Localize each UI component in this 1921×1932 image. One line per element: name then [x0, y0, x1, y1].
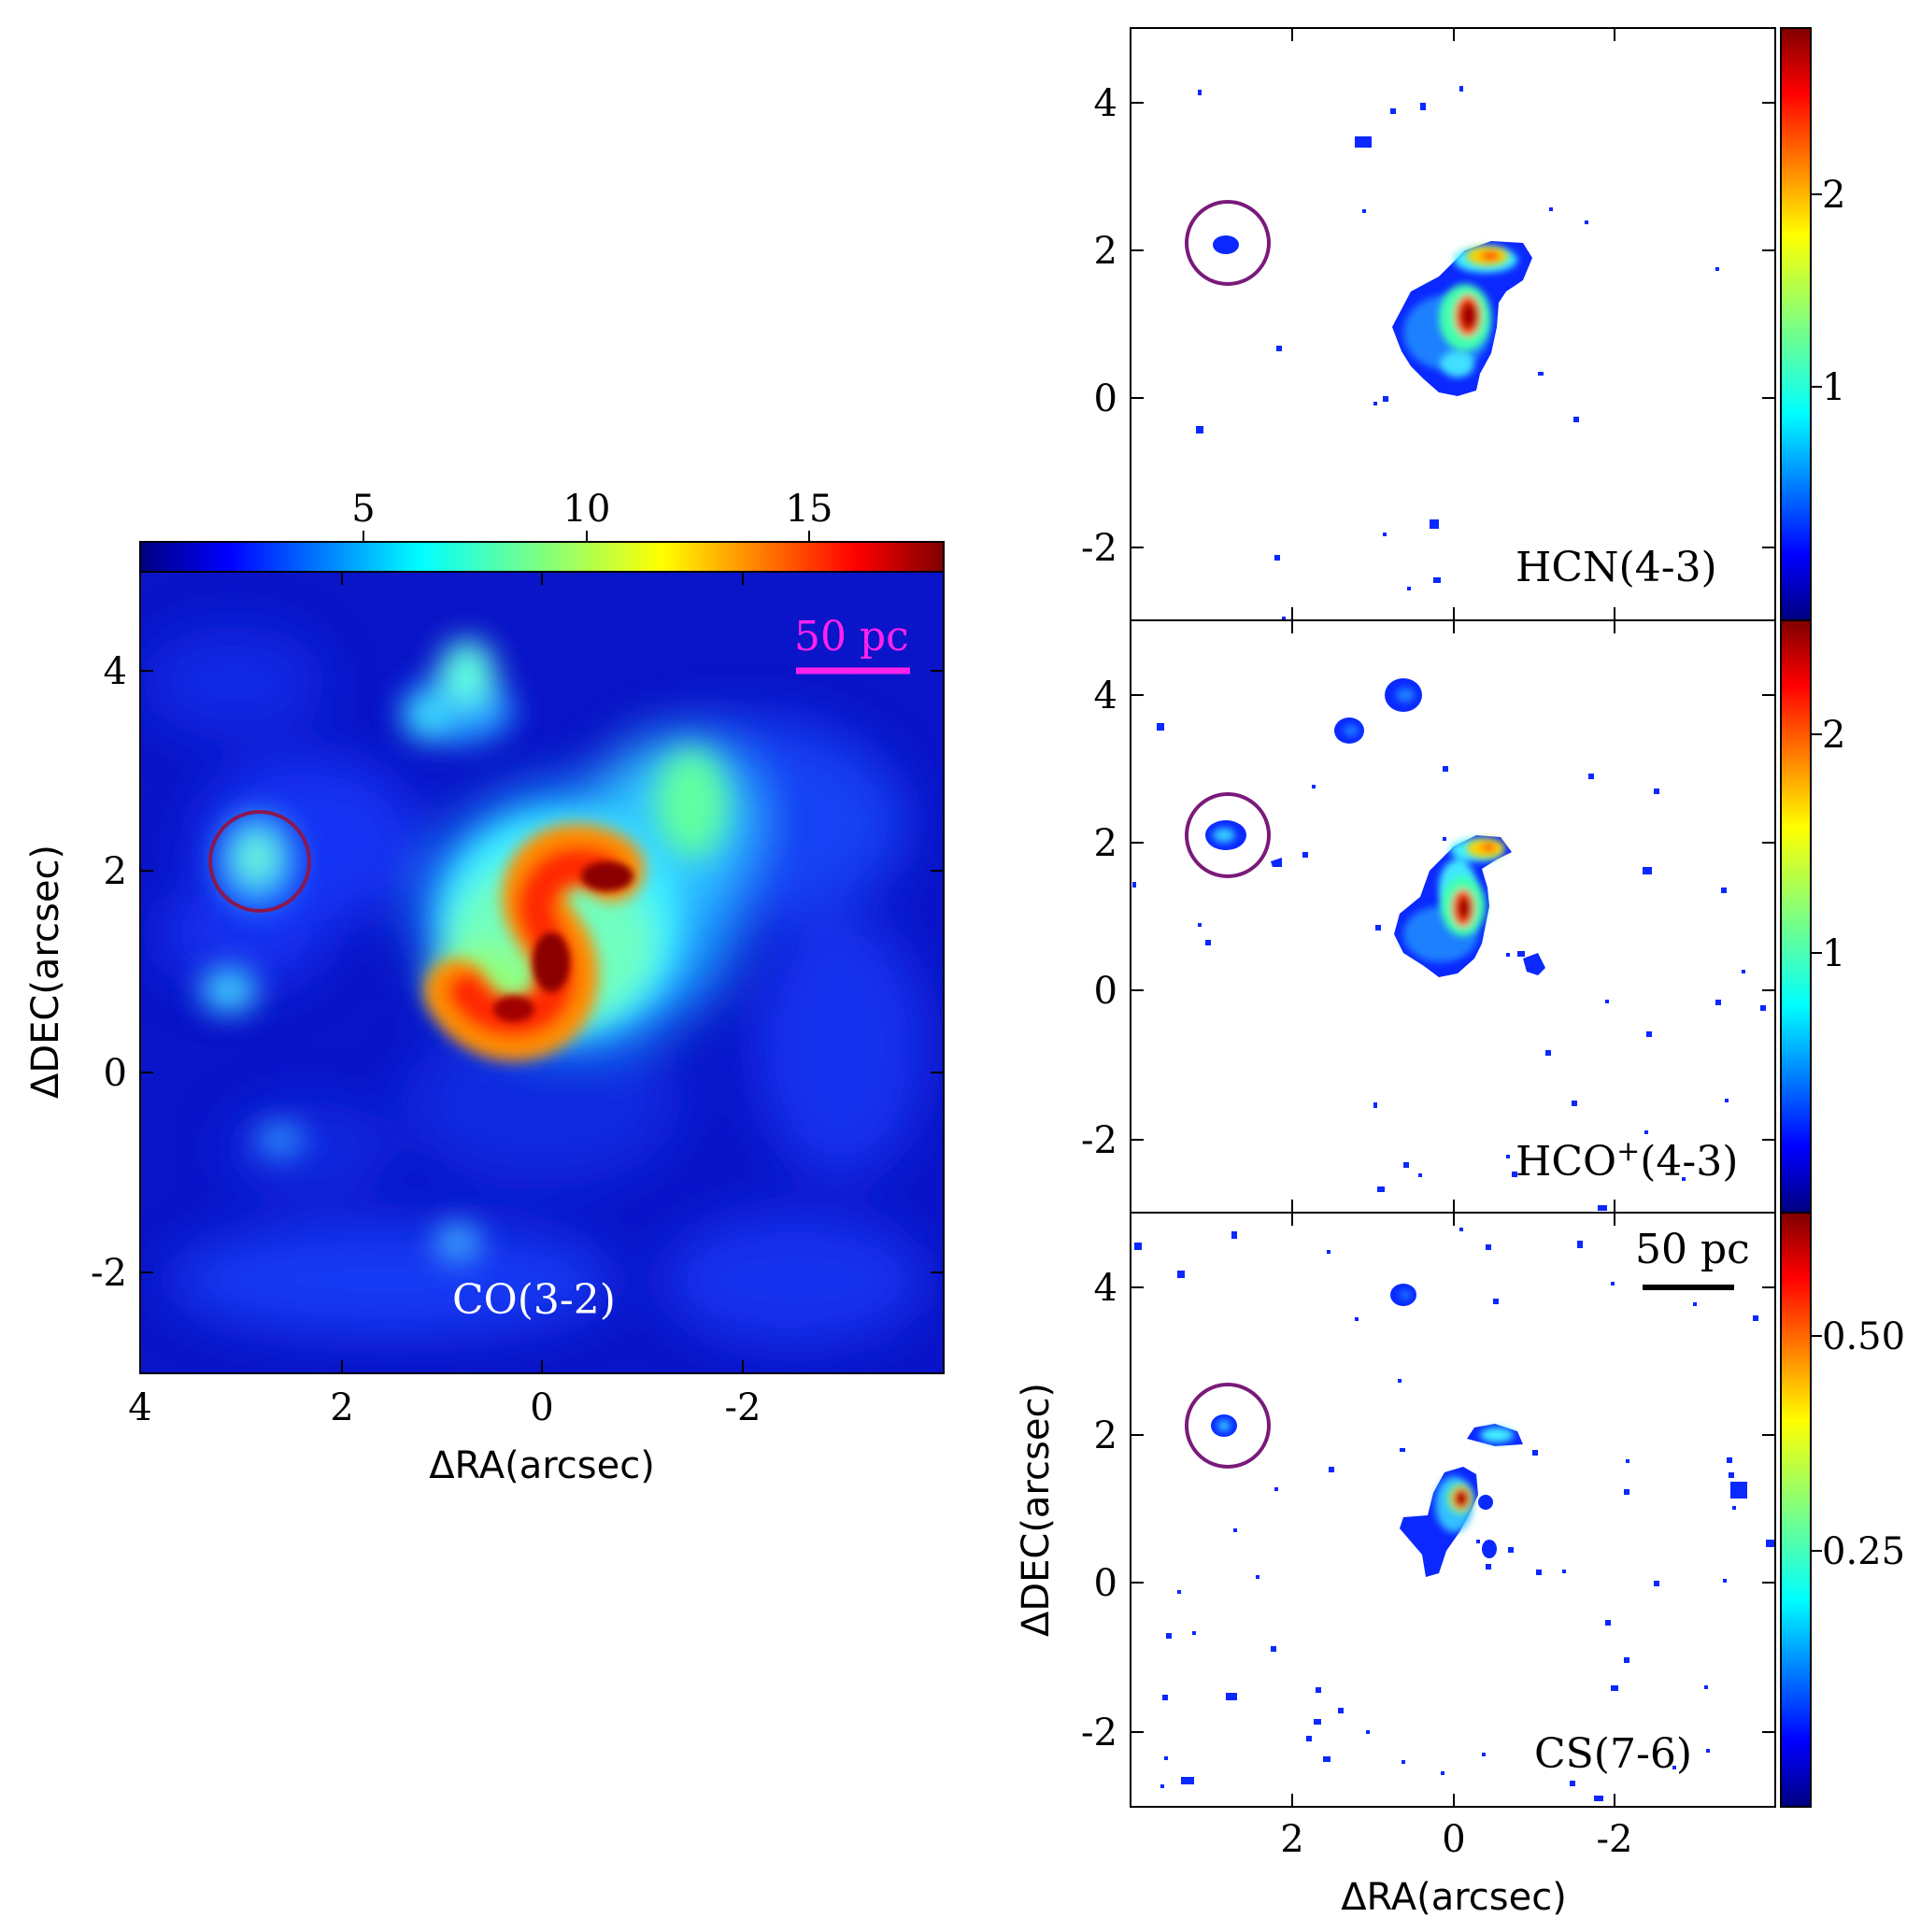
cs76-xtick: -2: [1597, 1818, 1633, 1861]
co32-xtick: -2: [725, 1386, 761, 1429]
hcn43-cbar-tick: 2: [1822, 174, 1845, 217]
co32-cbar-tick: 10: [563, 488, 611, 531]
co32-label: CO(3-2): [452, 1276, 616, 1324]
hcn43-label: HCN(4-3): [1515, 544, 1717, 591]
hcop43-ytick: 0: [1094, 970, 1117, 1013]
hcop43-label-base: HCO: [1515, 1138, 1616, 1186]
cs76-ticks: [1131, 1213, 1775, 1807]
co32-scalebar: 50 pc: [794, 613, 910, 675]
hcop43-cbar-tick: 2: [1822, 714, 1845, 757]
hcop43-panel: HCO+(4-3) 4 2 0 -2 1 2: [1081, 619, 1845, 1214]
hcop43-label: HCO+(4-3): [1515, 1135, 1738, 1186]
co32-ticks: [139, 572, 944, 1373]
cs76-ytick: 0: [1094, 1562, 1117, 1605]
hcn43-ticks: [1131, 28, 1775, 620]
co32-scalebar-label: 50 pc: [794, 613, 909, 661]
hcop43-circled-clump: [1205, 820, 1246, 850]
co32-circle-marker: [208, 810, 311, 913]
cs76-label: CS(7-6): [1534, 1730, 1692, 1778]
hcop43-label-sup: +: [1616, 1135, 1640, 1168]
co32-ytick: -2: [91, 1252, 127, 1295]
cs76-cbar-tick: 0.50: [1822, 1315, 1905, 1358]
cs76-nucleus: [1400, 1424, 1523, 1577]
cs76-panel: 50 pc CS(7-6) 4 2 0 -2 2 0 -2 ΔRA(arcsec…: [1015, 1212, 1905, 1919]
cs76-xlabel: ΔRA(arcsec): [1341, 1876, 1567, 1919]
cs76-circle-marker: [1185, 1383, 1271, 1469]
cs76-scalebar-label: 50 pc: [1635, 1226, 1750, 1273]
cs76-cbar-tick: 0.25: [1822, 1530, 1905, 1573]
hcn43-ytick: 0: [1094, 377, 1117, 420]
cs76-xtick: 0: [1442, 1818, 1465, 1861]
hcn43-colorbar: 1 2: [1780, 27, 1845, 621]
cs76-ytick: 4: [1094, 1267, 1117, 1310]
cs76-xtick: 2: [1280, 1818, 1303, 1861]
hcn43-panel: HCN(4-3) 4 2 0 -2 1 2: [1081, 27, 1845, 621]
hcop43-ytick: -2: [1081, 1119, 1117, 1162]
hcop43-ytick: 4: [1094, 675, 1117, 717]
co32-cbar-tick: 15: [786, 488, 833, 531]
co32-cbar-tick: 5: [351, 488, 375, 531]
hcn43-map: [1131, 28, 1775, 620]
co32-ytick: 4: [104, 650, 127, 693]
hcn43-ytick: -2: [1081, 527, 1117, 570]
co32-ytick: 2: [104, 850, 127, 893]
hcop43-ytick: 2: [1094, 822, 1117, 865]
co32-xtick: 2: [330, 1386, 353, 1429]
hcop43-ticks: [1131, 620, 1775, 1213]
co32-ytick: 0: [104, 1052, 127, 1095]
hcop43-nucleus: [1394, 835, 1512, 977]
hcn43-ytick: 2: [1094, 230, 1117, 273]
cs76-circled-clump: [1211, 1414, 1237, 1437]
co32-colorbar: 5 10 15: [139, 488, 945, 573]
cs76-ytick: -2: [1081, 1712, 1117, 1754]
hcop43-cbar-tick: 1: [1822, 932, 1845, 975]
hcn43-nucleus: [1392, 241, 1532, 396]
co32-panel: 50 pc CO(3-2) 5 10 15 4 2 0 -2: [24, 488, 945, 1487]
co32-ylabel: ΔDEC(arcsec): [24, 845, 67, 1099]
cs76-ylabel: ΔDEC(arcsec): [1015, 1383, 1058, 1637]
hcn43-circle-marker: [1185, 200, 1271, 286]
cs76-colorbar: 0.25 0.50: [1780, 1212, 1905, 1808]
co32-xtick: 4: [128, 1386, 151, 1429]
hcop43-map: [1131, 620, 1775, 1213]
cs76-map: [1131, 1213, 1775, 1807]
cs76-ytick: 2: [1094, 1414, 1117, 1457]
hcn43-ytick: 4: [1094, 82, 1117, 125]
hcn43-cbar-tick: 1: [1822, 366, 1845, 409]
co32-map: [140, 572, 944, 1373]
hcop43-circle-marker: [1185, 792, 1271, 878]
hcop43-label-tail: (4-3): [1640, 1138, 1738, 1186]
cs76-scalebar: 50 pc: [1635, 1226, 1750, 1290]
co32-xtick: 0: [530, 1386, 553, 1429]
co32-xlabel: ΔRA(arcsec): [429, 1444, 655, 1487]
hcop43-colorbar: 1 2: [1780, 619, 1845, 1214]
